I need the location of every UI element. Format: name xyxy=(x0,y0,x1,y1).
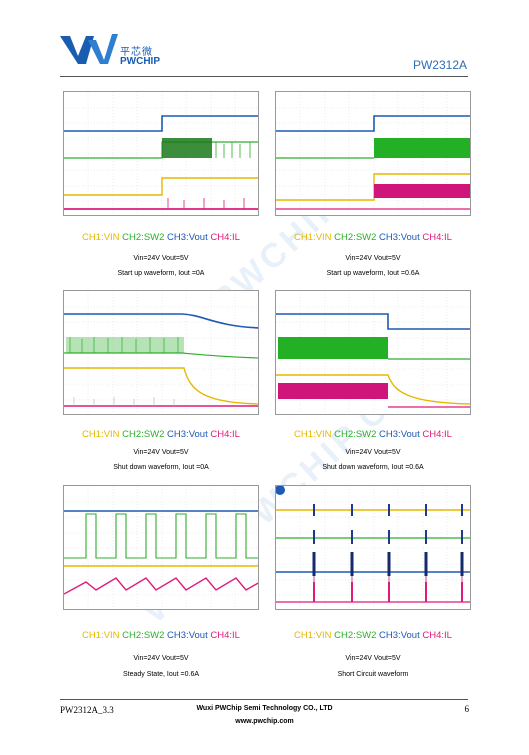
legend-ch4: CH4:IL xyxy=(210,429,240,440)
caption-conditions: Vin=24V Vout=5V xyxy=(133,449,189,456)
legend-ch1: CH1:VIN xyxy=(294,630,332,641)
legend-ch1: CH1:VIN xyxy=(294,429,332,440)
legend-ch3: CH3:Vout xyxy=(379,232,420,243)
logo-chinese-name: 平芯微 xyxy=(120,47,153,58)
legend-ch1: CH1:VIN xyxy=(294,232,332,243)
legend-ch3: CH3:Vout xyxy=(379,429,420,440)
legend-ch1: CH1:VIN xyxy=(82,630,120,641)
caption-conditions: Vin=24V Vout=5V xyxy=(133,255,189,262)
channel-legend: CH1:VIN CH2:SW2 CH3:Vout CH4:IL xyxy=(273,630,473,641)
scope-short-circuit xyxy=(275,485,471,610)
scope-shutdown-0a xyxy=(63,290,259,415)
caption-description: Shut down waveform, Iout =0.6A xyxy=(322,464,424,471)
legend-ch2: CH2:SW2 xyxy=(122,429,165,440)
page-number: 6 xyxy=(464,704,470,714)
channel-legend: CH1:VIN CH2:SW2 CH3:Vout CH4:IL xyxy=(61,630,261,641)
document-id: PW2312A_3.3 xyxy=(60,705,114,715)
legend-ch2: CH2:SW2 xyxy=(122,232,165,243)
footer-rule xyxy=(60,699,468,700)
legend-ch1: CH1:VIN xyxy=(82,232,120,243)
legend-ch4: CH4:IL xyxy=(422,232,452,243)
part-number: PW2312A xyxy=(412,58,467,72)
legend-ch3: CH3:Vout xyxy=(167,429,208,440)
channel-legend: CH1:VIN CH2:SW2 CH3:Vout CH4:IL xyxy=(61,232,261,243)
website-link[interactable]: www.pwchip.com xyxy=(235,718,294,725)
logo-english-name: PWCHIP xyxy=(120,56,160,67)
legend-ch4: CH4:IL xyxy=(210,232,240,243)
page-header: 平芯微 PWCHIP PW2312A xyxy=(0,0,529,80)
legend-ch3: CH3:Vout xyxy=(379,630,420,641)
legend-ch4: CH4:IL xyxy=(210,630,240,641)
caption-description: Shut down waveform, Iout =0A xyxy=(113,464,209,471)
channel-legend: CH1:VIN CH2:SW2 CH3:Vout CH4:IL xyxy=(273,232,473,243)
caption-conditions: Vin=24V Vout=5V xyxy=(133,655,189,662)
legend-ch3: CH3:Vout xyxy=(167,630,208,641)
company-name: Wuxi PWChip Semi Technology CO., LTD xyxy=(196,705,333,712)
legend-ch1: CH1:VIN xyxy=(82,429,120,440)
legend-ch2: CH2:SW2 xyxy=(334,232,377,243)
caption-conditions: Vin=24V Vout=5V xyxy=(345,655,401,662)
scope-startup-06a xyxy=(275,91,471,216)
legend-ch2: CH2:SW2 xyxy=(122,630,165,641)
header-rule xyxy=(60,76,468,77)
scope-startup-0a xyxy=(63,91,259,216)
caption-conditions: Vin=24V Vout=5V xyxy=(345,255,401,262)
channel-legend: CH1:VIN CH2:SW2 CH3:Vout CH4:IL xyxy=(61,429,261,440)
legend-ch4: CH4:IL xyxy=(422,630,452,641)
scope-shutdown-06a xyxy=(275,290,471,415)
legend-ch2: CH2:SW2 xyxy=(334,429,377,440)
pwchip-logo xyxy=(60,34,118,64)
caption-description: Start up waveform, Iout =0.6A xyxy=(326,270,420,277)
channel-legend: CH1:VIN CH2:SW2 CH3:Vout CH4:IL xyxy=(273,429,473,440)
legend-ch2: CH2:SW2 xyxy=(334,630,377,641)
legend-ch3: CH3:Vout xyxy=(167,232,208,243)
caption-conditions: Vin=24V Vout=5V xyxy=(345,449,401,456)
caption-description: Start up waveform, Iout =0A xyxy=(117,270,205,277)
scope-steady-state xyxy=(63,485,259,610)
caption-description: Short Circuit waveform xyxy=(337,671,409,678)
caption-description: Steady State, Iout =0.6A xyxy=(122,671,200,678)
legend-ch4: CH4:IL xyxy=(422,429,452,440)
